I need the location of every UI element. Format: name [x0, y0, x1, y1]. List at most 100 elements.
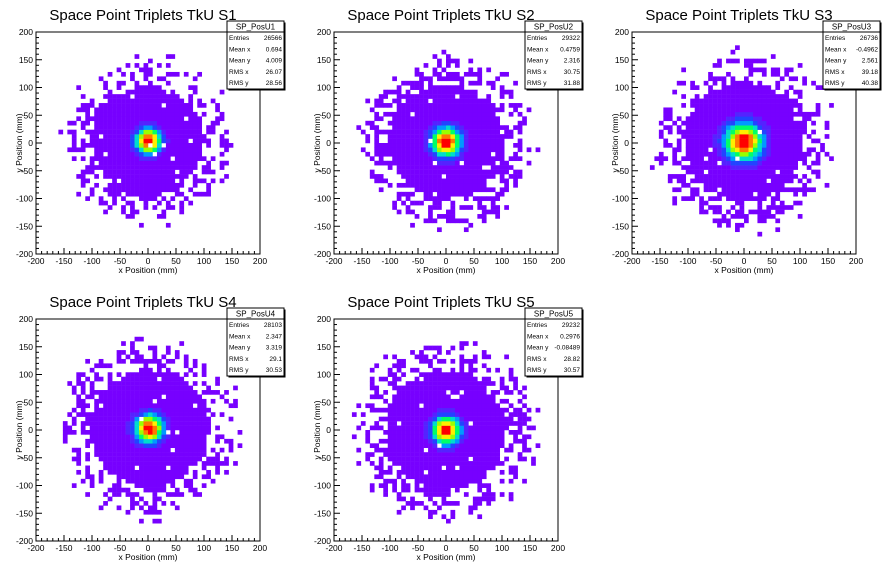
histogram-bin — [472, 438, 478, 444]
histogram-bin — [116, 372, 122, 377]
histogram-bin — [504, 182, 509, 188]
histogram-bin — [797, 138, 803, 144]
x-tick-label: -200 — [325, 543, 342, 553]
histogram-bin — [410, 116, 415, 122]
histogram-bin — [459, 385, 465, 391]
histogram-bin — [490, 196, 496, 201]
histogram-bin — [486, 116, 492, 122]
histogram-bin — [504, 447, 509, 453]
histogram-bin — [504, 425, 509, 431]
histogram-bin — [183, 434, 189, 440]
histogram-bin — [387, 120, 393, 126]
histogram-bin — [107, 138, 113, 144]
histogram-bin — [735, 222, 740, 228]
histogram-bin — [699, 107, 704, 113]
histogram-bin — [437, 461, 442, 466]
histogram-bin — [726, 107, 731, 113]
histogram-bin — [459, 116, 465, 122]
histogram-bin — [387, 407, 393, 413]
histogram-bin — [535, 407, 541, 413]
histogram-bin — [374, 474, 380, 480]
histogram-bin — [374, 425, 380, 431]
histogram-bin — [446, 394, 451, 400]
histogram-bin — [468, 160, 474, 166]
histogram-bin — [206, 425, 211, 431]
histogram-bin — [468, 478, 474, 484]
histogram-bin — [179, 447, 185, 453]
histogram-bin — [392, 160, 397, 166]
histogram-bin — [116, 438, 122, 444]
histogram-bin — [107, 394, 113, 400]
histogram-bin — [454, 191, 460, 197]
histogram-bin — [107, 107, 113, 113]
histogram-bin — [401, 416, 406, 422]
histogram-bin — [80, 403, 86, 409]
histogram-bin — [526, 160, 532, 166]
histogram-bin — [139, 372, 144, 377]
histogram-bin — [365, 430, 371, 435]
histogram-bin — [504, 385, 509, 391]
histogram-bin — [116, 425, 122, 431]
chart-title: Space Point Triplets TkU S3 — [645, 7, 832, 24]
histogram-bin — [775, 165, 781, 170]
histogram-bin — [815, 151, 821, 157]
histogram-bin — [156, 509, 162, 515]
histogram-bin — [143, 178, 149, 184]
histogram-bin — [726, 187, 731, 193]
histogram-bin — [419, 501, 424, 506]
histogram-bin — [396, 416, 402, 422]
histogram-bin — [107, 496, 113, 502]
histogram-bin — [134, 209, 140, 215]
histogram-bin — [179, 430, 185, 435]
histogram-bin — [428, 125, 433, 130]
histogram-bin — [752, 182, 758, 188]
histogram-bin — [437, 469, 442, 475]
stats-row-value: 30.75 — [564, 69, 581, 76]
histogram-bin — [112, 138, 117, 144]
histogram-bin — [152, 376, 158, 382]
histogram-bin — [757, 120, 763, 126]
histogram-bin — [143, 98, 149, 104]
histogram-bin — [170, 187, 176, 193]
histogram-bin — [103, 434, 108, 440]
histogram-bin — [98, 434, 104, 440]
histogram-bin — [779, 165, 785, 170]
histogram-bin — [116, 385, 122, 391]
histogram-bin — [174, 425, 180, 431]
histogram-bin — [121, 461, 126, 466]
histogram-bin — [441, 103, 447, 108]
histogram-bin — [161, 151, 167, 157]
histogram-bin — [410, 169, 415, 175]
histogram-bin — [130, 174, 135, 179]
histogram-bin — [410, 151, 415, 157]
histogram-bin — [170, 456, 176, 462]
stats-row-value: 29.1 — [269, 356, 282, 363]
histogram-bin — [134, 394, 140, 400]
histogram-bin — [156, 452, 162, 457]
x-axis-label: x Position (mm) — [714, 265, 773, 275]
histogram-bin — [192, 425, 198, 431]
histogram-bin — [730, 178, 736, 184]
histogram-bin — [134, 98, 140, 104]
histogram-bin — [103, 492, 108, 497]
y-axis-label: y Position (mm) — [14, 400, 24, 459]
histogram-bin — [165, 147, 171, 153]
histogram-bin — [179, 165, 185, 170]
histogram-bin — [437, 412, 442, 417]
histogram-bin — [481, 412, 487, 417]
histogram-bin — [156, 367, 162, 373]
histogram-bin — [188, 85, 194, 90]
histogram-bin — [761, 187, 767, 193]
histogram-bin — [89, 156, 95, 162]
histogram-bin — [134, 390, 140, 395]
histogram-bin — [752, 160, 758, 166]
histogram-bin — [744, 107, 749, 113]
histogram-bin — [383, 469, 389, 475]
histogram-bin — [437, 394, 442, 400]
histogram-bin — [152, 147, 158, 153]
histogram-bin — [499, 138, 505, 144]
histogram-bin — [517, 407, 523, 413]
histogram-bin — [219, 394, 225, 400]
